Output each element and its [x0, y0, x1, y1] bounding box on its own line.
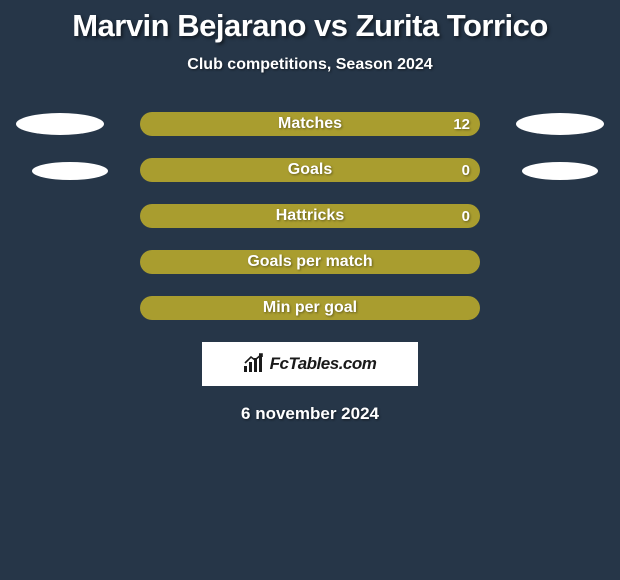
- date-text: 6 november 2024: [0, 404, 620, 424]
- stat-bar-goals: Goals 0: [140, 158, 480, 182]
- logo-text: FcTables.com: [270, 354, 377, 374]
- logo: FcTables.com: [244, 354, 377, 374]
- left-ellipse-icon: [32, 162, 108, 180]
- branding-box: FcTables.com: [202, 342, 418, 386]
- right-ellipse-icon: [516, 113, 604, 135]
- right-ellipse-icon: [522, 162, 598, 180]
- left-ellipse-icon: [16, 113, 104, 135]
- comparison-card: Marvin Bejarano vs Zurita Torrico Club c…: [0, 0, 620, 424]
- stat-label: Hattricks: [276, 207, 344, 225]
- stat-label: Goals per match: [247, 253, 372, 271]
- stat-bar-hattricks: Hattricks 0: [140, 204, 480, 228]
- stat-bar-matches: Matches 12: [140, 112, 480, 136]
- chart-icon: [244, 354, 266, 374]
- stat-label: Goals: [288, 161, 332, 179]
- stat-value: 0: [462, 208, 470, 225]
- stat-row-goals-per-match: Goals per match: [0, 250, 620, 274]
- stat-bar-goals-per-match: Goals per match: [140, 250, 480, 274]
- stat-row-goals: Goals 0: [0, 158, 620, 182]
- stat-value: 12: [453, 116, 470, 133]
- subtitle: Club competitions, Season 2024: [0, 56, 620, 74]
- stat-row-hattricks: Hattricks 0: [0, 204, 620, 228]
- stat-row-min-per-goal: Min per goal: [0, 296, 620, 320]
- stat-row-matches: Matches 12: [0, 112, 620, 136]
- stat-bar-min-per-goal: Min per goal: [140, 296, 480, 320]
- stat-label: Matches: [278, 115, 342, 133]
- page-title: Marvin Bejarano vs Zurita Torrico: [0, 8, 620, 44]
- stat-label: Min per goal: [263, 299, 357, 317]
- stats-area: Matches 12 Goals 0 Hattricks 0 Goals per…: [0, 112, 620, 320]
- stat-value: 0: [462, 162, 470, 179]
